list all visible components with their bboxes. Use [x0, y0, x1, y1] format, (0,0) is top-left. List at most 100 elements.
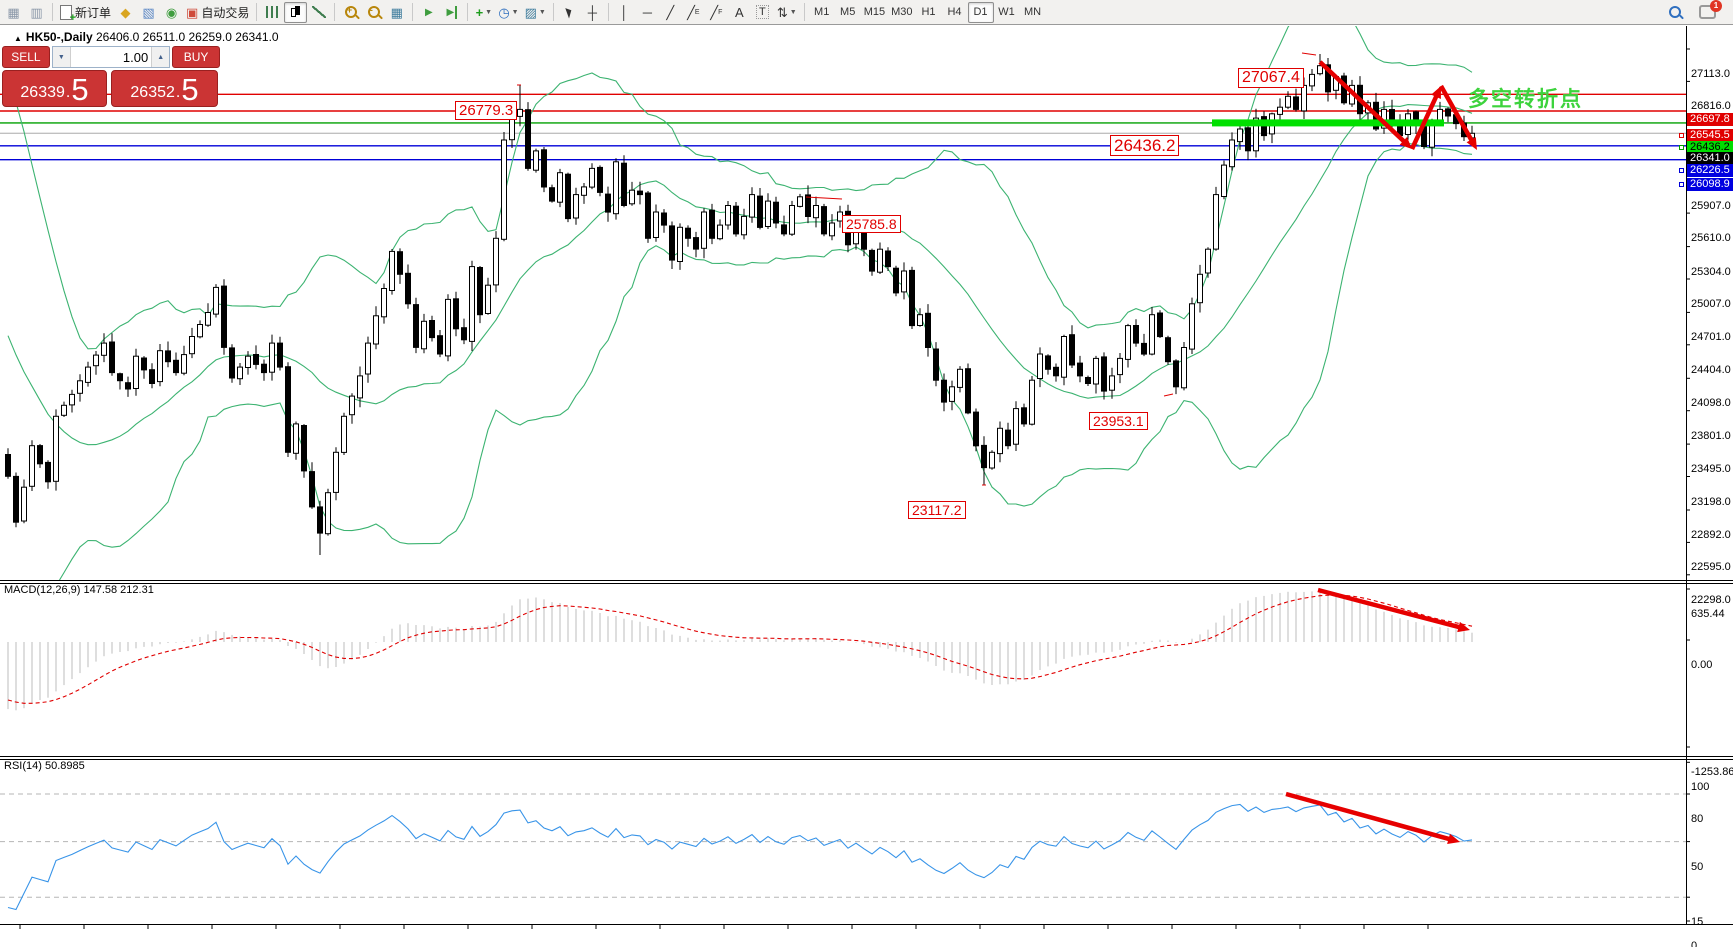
price-annotation-27067.4[interactable]: 27067.4 — [1238, 68, 1304, 88]
candle-body — [981, 444, 987, 469]
chat-icon[interactable]: 1 — [1696, 0, 1722, 23]
timeframe-group: M1 M5 M15 M30 H1 H4 D1 W1 MN — [809, 1, 1046, 23]
trend-arrow[interactable] — [1317, 587, 1465, 631]
timeframe-d1[interactable]: D1 — [967, 1, 994, 23]
price-annotation-23117.2[interactable]: 23117.2 — [908, 501, 966, 519]
horizontal-line-tool[interactable]: ─ — [642, 4, 652, 20]
channel-tool[interactable]: ╱ E — [687, 4, 700, 20]
macd-pane — [7, 591, 1473, 711]
trendline-tool[interactable]: ╱ — [666, 4, 675, 20]
candle-body — [37, 445, 43, 465]
zoom-in-icon[interactable]: + — [339, 2, 362, 23]
candle-body — [165, 350, 171, 363]
crosshair-tool[interactable]: ┼ — [581, 2, 604, 23]
market-watch-icon[interactable]: ▥ — [30, 4, 43, 20]
candle-body — [1325, 64, 1331, 93]
price-annotation-26779.3[interactable]: 26779.3 — [455, 101, 518, 120]
timeframe-w1[interactable]: W1 — [998, 6, 1015, 18]
candle-body — [677, 226, 683, 263]
sell-price-display[interactable]: 26339. 5 — [2, 70, 107, 107]
search-icon[interactable] — [1663, 2, 1686, 23]
candle-body — [325, 492, 331, 535]
candle-body — [1445, 108, 1451, 117]
trend-arrow[interactable] — [1318, 60, 1410, 147]
fibonacci-tool[interactable]: ╱ F — [710, 4, 723, 20]
notification-badge: 1 — [1710, 0, 1722, 12]
line-chart-icon[interactable] — [307, 2, 330, 23]
level-endpoint-marker[interactable] — [1679, 145, 1684, 151]
candle-body — [445, 298, 451, 357]
turning-point-band[interactable] — [1212, 119, 1444, 127]
profile-icon[interactable]: ▧ — [142, 4, 155, 20]
price-annotation-26436.2[interactable]: 26436.2 — [1110, 135, 1180, 156]
rsi-indicator-label: RSI(14) 50.8985 — [4, 760, 85, 772]
sell-button[interactable]: SELL — [2, 46, 50, 68]
candle-body — [13, 475, 19, 523]
price-annotation-25785.8[interactable]: 25785.8 — [842, 215, 901, 233]
timeframe-h1[interactable]: H1 — [921, 6, 936, 18]
candle-body — [693, 237, 699, 250]
timeframe-m15[interactable]: M15 — [863, 6, 886, 18]
timeframe-m30[interactable]: M30 — [891, 6, 913, 18]
candle-body — [1037, 353, 1043, 379]
candle-body — [965, 368, 971, 414]
zoom-out-icon[interactable]: - — [362, 2, 385, 23]
chart-area[interactable]: ▲ HK50-,Daily 26406.0 26511.0 26259.0 263… — [0, 25, 1733, 947]
candle-body — [421, 320, 427, 350]
template-icon[interactable]: ▨ ▼ — [524, 4, 546, 20]
volume-decrease-button[interactable]: ▼ — [52, 47, 71, 67]
eraser-icon[interactable]: ◆ — [120, 4, 131, 20]
bollinger-upper-band — [7, 26, 1473, 350]
candle-body — [453, 298, 459, 330]
candle-body — [1141, 342, 1147, 355]
trend-arrow[interactable] — [1439, 84, 1477, 146]
vertical-line-tool[interactable]: │ — [620, 4, 629, 20]
timeframe-m1[interactable]: M1 — [814, 6, 830, 18]
period-clock-icon[interactable]: ◷ ▼ — [498, 4, 519, 20]
tile-windows-icon[interactable]: ▦ — [390, 4, 403, 20]
new-order-button[interactable]: + 新订单 — [57, 2, 114, 23]
candle-body — [1245, 127, 1251, 152]
macd-signal-line — [7, 594, 1473, 704]
level-endpoint-marker[interactable] — [1679, 168, 1684, 174]
candle-body — [501, 139, 507, 240]
text-tool[interactable]: A — [735, 4, 744, 20]
timeframe-mn[interactable]: MN — [1023, 6, 1042, 18]
rsi-tick: 80 — [1691, 813, 1704, 825]
candle-body — [669, 225, 675, 261]
volume-increase-button[interactable]: ▲ — [151, 47, 170, 67]
candle-body — [269, 342, 275, 373]
candle-body — [1125, 325, 1131, 360]
signal-icon[interactable]: ◉ — [165, 4, 178, 20]
chart-window-icon[interactable]: ▦ — [7, 4, 20, 20]
candle-body — [725, 205, 731, 226]
timeframe-m5[interactable]: M5 — [840, 6, 856, 18]
price-annotation-23953.1[interactable]: 23953.1 — [1089, 412, 1148, 430]
buy-button[interactable]: BUY — [172, 46, 220, 68]
level-endpoint-marker[interactable] — [1679, 182, 1684, 188]
label-tool[interactable]: T — [751, 2, 774, 23]
candle-body — [717, 224, 723, 240]
candle-body — [605, 193, 611, 213]
volume-input[interactable] — [70, 48, 152, 66]
candlestick-chart-icon[interactable] — [284, 1, 308, 23]
add-indicator-button[interactable]: + ▼ — [475, 4, 493, 20]
chart-shift-icon[interactable]: ▶ — [440, 2, 463, 23]
bar-chart-icon[interactable] — [261, 2, 284, 23]
level-endpoint-marker[interactable] — [1679, 133, 1684, 139]
toolbar-separator — [52, 3, 53, 21]
candle-body — [173, 359, 179, 374]
toolbar-separator — [412, 3, 414, 21]
trend-arrow[interactable] — [1409, 90, 1441, 150]
buy-price-display[interactable]: 26352. 5 — [111, 70, 218, 107]
arrows-tool[interactable]: ⇅ ▼ — [776, 4, 797, 20]
price-tick: 25907.0 — [1691, 199, 1731, 212]
timeframe-h4[interactable]: H4 — [947, 6, 962, 18]
auto-scroll-icon[interactable]: ▶ — [424, 6, 433, 18]
candle-body — [645, 192, 651, 239]
autotrade-button[interactable]: ▣ 自动交易 — [186, 4, 250, 20]
candle-body — [893, 267, 899, 294]
trend-arrow[interactable] — [1285, 791, 1455, 843]
collapse-triangle-icon: ▲ — [14, 34, 22, 43]
